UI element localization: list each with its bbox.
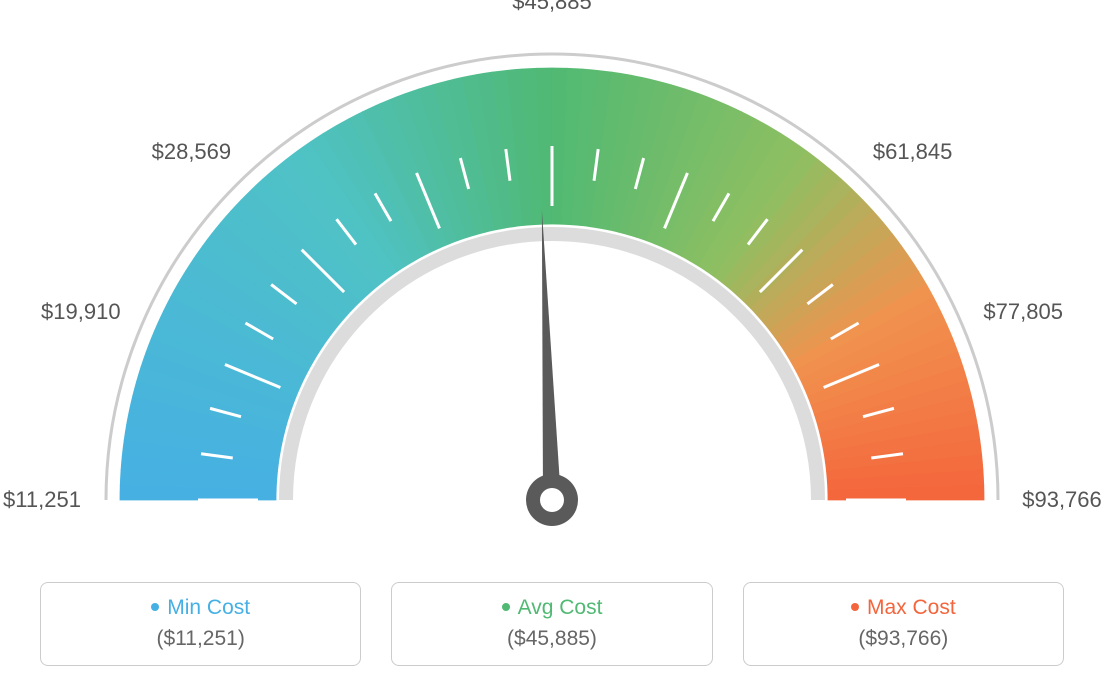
legend-value-max: ($93,766) xyxy=(744,628,1063,649)
scale-label-6: $93,766 xyxy=(1022,489,1102,511)
scale-label-3: $45,885 xyxy=(512,0,592,13)
legend-title-max: Max Cost xyxy=(744,597,1063,618)
scale-label-1: $19,910 xyxy=(41,301,121,323)
legend-title-avg: Avg Cost xyxy=(392,597,711,618)
legend-dot-min xyxy=(151,603,159,611)
gauge-hub-hole xyxy=(540,488,564,512)
legend-title-min: Min Cost xyxy=(41,597,360,618)
scale-label-0: $11,251 xyxy=(3,489,81,511)
scale-label-2: $28,569 xyxy=(152,141,232,163)
gauge-svg xyxy=(0,0,1104,555)
legend-card-min: Min Cost ($11,251) xyxy=(40,582,361,666)
legend-dot-max xyxy=(851,603,859,611)
legend-title-text-avg: Avg Cost xyxy=(518,596,603,619)
legend-dot-avg xyxy=(502,603,510,611)
legend-title-text-min: Min Cost xyxy=(167,596,250,619)
legend-value-avg: ($45,885) xyxy=(392,628,711,649)
scale-label-5: $77,805 xyxy=(983,301,1063,323)
legend-card-max: Max Cost ($93,766) xyxy=(743,582,1064,666)
legend-title-text-max: Max Cost xyxy=(867,596,956,619)
gauge-needle xyxy=(542,210,561,500)
legend-card-avg: Avg Cost ($45,885) xyxy=(391,582,712,666)
scale-label-4: $61,845 xyxy=(873,141,953,163)
legend-row: Min Cost ($11,251) Avg Cost ($45,885) Ma… xyxy=(40,582,1064,666)
legend-value-min: ($11,251) xyxy=(41,628,360,649)
